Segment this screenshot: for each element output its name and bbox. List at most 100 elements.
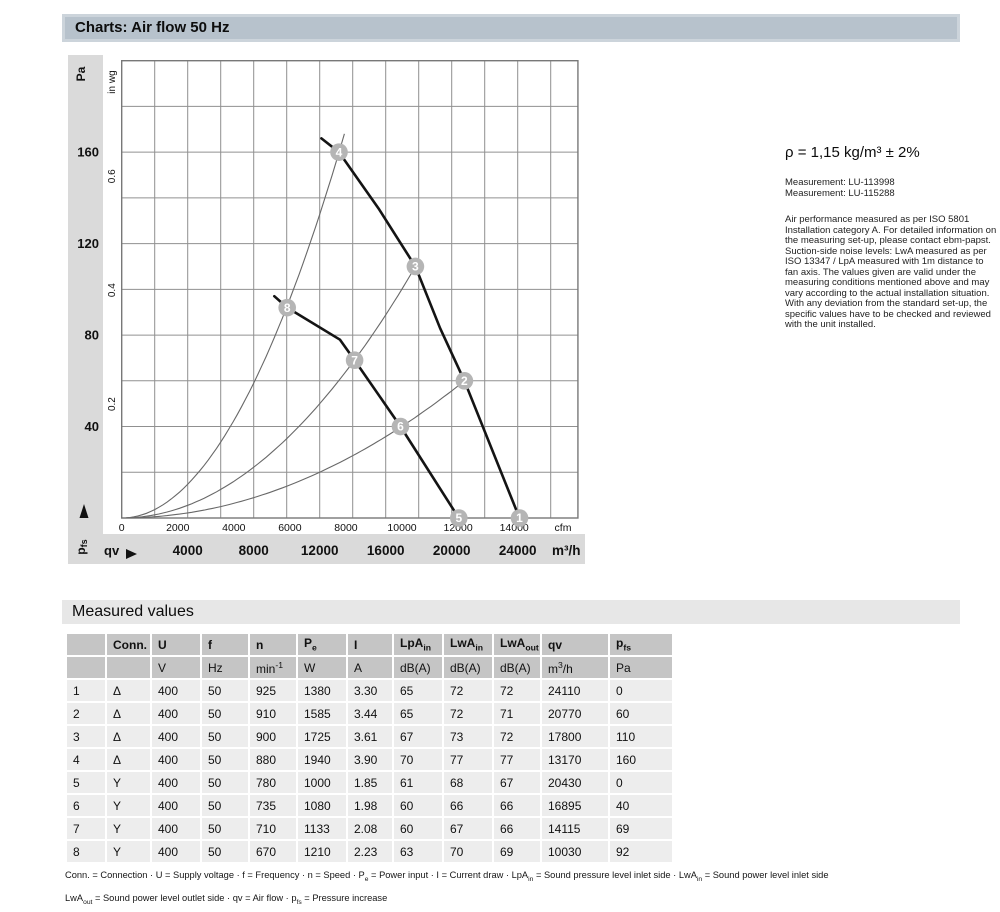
x-tick-cfm: 14000	[500, 522, 529, 534]
table-cell: 400	[152, 680, 200, 701]
system-curve-3	[121, 377, 469, 519]
table-cell: Δ	[107, 749, 150, 770]
fan-curve-y	[273, 294, 461, 520]
y-tick-inwg: 0.2	[107, 397, 118, 411]
table-cell: 60	[394, 795, 442, 816]
x-tick-cfm: 12000	[444, 522, 473, 534]
table-cell: m3/h	[542, 657, 608, 678]
table-cell: 1725	[298, 726, 346, 747]
y-axis-strip	[68, 55, 103, 563]
table-row: 2 Δ 400 50 910 1585 3.44 65 72 71 20770 60	[67, 703, 672, 724]
table-cell: 400	[152, 772, 200, 793]
x-axis-strip	[68, 534, 585, 564]
table-cell: 3.44	[348, 703, 392, 724]
table-cell: 50	[202, 703, 248, 724]
page-title: Charts: Air flow 50 Hz	[62, 14, 960, 42]
operating-point-label: 1	[516, 511, 523, 525]
table-cell: 1000	[298, 772, 346, 793]
table-cell: 24110	[542, 680, 608, 701]
operating-point-2	[455, 372, 474, 390]
table-cell: 2	[67, 703, 105, 724]
table-cell: 400	[152, 749, 200, 770]
table-cell: 925	[250, 680, 296, 701]
table-cell: 71	[494, 703, 540, 724]
table-cell: 73	[444, 726, 492, 747]
table-cell: 72	[444, 680, 492, 701]
table-cell: dB(A)	[444, 657, 492, 678]
table-cell: 4	[67, 749, 105, 770]
table-cell: 40	[610, 795, 672, 816]
table-cell: 50	[202, 726, 248, 747]
table-cell: 400	[152, 841, 200, 862]
table-row: 6 Y 400 50 735 1080 1.98 60 66 66 16895 40	[67, 795, 672, 816]
table-cell: Y	[107, 841, 150, 862]
table-cell: 1080	[298, 795, 346, 816]
table-cell: 6	[67, 795, 105, 816]
fan-curve-delta	[320, 137, 521, 520]
table-cell: 66	[494, 818, 540, 839]
table-cell: 13170	[542, 749, 608, 770]
x-tick-cfm: 8000	[334, 522, 358, 534]
measurement-ids: Measurement: LU-113998 Measurement: LU-11…	[785, 177, 895, 199]
table-cell: 0	[610, 680, 672, 701]
operating-point-label: 4	[336, 145, 343, 159]
footnote-line: Conn. = Connection · U = Supply voltage …	[65, 870, 829, 883]
table-cell: 1.85	[348, 772, 392, 793]
y-tick-inwg: 0.4	[107, 283, 118, 297]
table-cell: U	[152, 634, 200, 655]
table-cell: 5	[67, 772, 105, 793]
table-row: 3 Δ 400 50 900 1725 3.61 67 73 72 17800 110	[67, 726, 672, 747]
table-cell: W	[298, 657, 346, 678]
table-cell: 72	[444, 703, 492, 724]
table-cell: 60	[610, 703, 672, 724]
table-cell: 61	[394, 772, 442, 793]
table-cell: 66	[494, 795, 540, 816]
table-cell: n	[250, 634, 296, 655]
table-cell: 110	[610, 726, 672, 747]
measurement-id: Measurement: LU-115288	[785, 188, 895, 199]
table-cell: Δ	[107, 680, 150, 701]
table-cell: 400	[152, 703, 200, 724]
table-cell: 77	[494, 749, 540, 770]
table-cell	[107, 657, 150, 678]
operating-point-5	[449, 509, 468, 527]
table-cell: 3.90	[348, 749, 392, 770]
operating-point-label: 7	[351, 353, 358, 367]
table-cell	[67, 657, 105, 678]
table-cell: LwAin	[444, 634, 492, 655]
table-cell: 10030	[542, 841, 608, 862]
table-row: 8 Y 400 50 670 1210 2.23 63 70 69 10030 92	[67, 841, 672, 862]
abbreviation-footnotes: Conn. = Connection · U = Supply voltage …	[65, 866, 829, 912]
table-cell: 880	[250, 749, 296, 770]
table-cell: 17800	[542, 726, 608, 747]
footnote-line: LwAout = Sound power level outlet side ·…	[65, 892, 388, 906]
x-axis-unit-cfm: cfm	[555, 522, 572, 534]
table-cell: 50	[202, 841, 248, 862]
table-cell: min-1	[250, 657, 296, 678]
x-tick-cfm: 10000	[387, 522, 416, 534]
table-cell: 50	[202, 795, 248, 816]
table-cell: 67	[444, 818, 492, 839]
table-cell: 3.30	[348, 680, 392, 701]
table-cell: f	[202, 634, 248, 655]
table-cell: 50	[202, 818, 248, 839]
measurement-id: Measurement: LU-113998	[785, 177, 895, 188]
table-cell: A	[348, 657, 392, 678]
table-cell: V	[152, 657, 200, 678]
table-cell: 14115	[542, 818, 608, 839]
airflow-chart: 0 2000 4000 6000 8000 10000 12000 14000 cfm 1 2 3 4 5…	[74, 59, 581, 559]
table-cell: 69	[494, 841, 540, 862]
table-cell: 70	[444, 841, 492, 862]
table-cell: 910	[250, 703, 296, 724]
operating-point-label: 8	[284, 301, 291, 315]
table-cell: 780	[250, 772, 296, 793]
table-cell: 2.08	[348, 818, 392, 839]
table-cell: qv	[542, 634, 608, 655]
table-cell: 70	[394, 749, 442, 770]
section-title: Measured values	[62, 600, 960, 624]
table-cell: Y	[107, 772, 150, 793]
table-cell: 69	[610, 818, 672, 839]
